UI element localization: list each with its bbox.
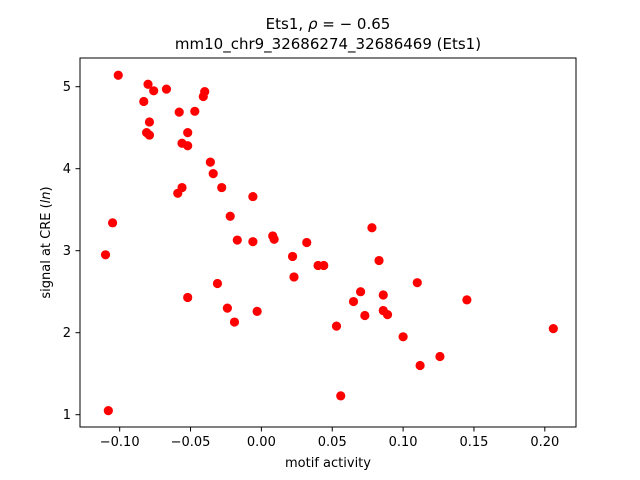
- y-axis-label: signal at CRE (ln): [39, 186, 54, 298]
- data-point: [183, 128, 193, 138]
- data-point: [374, 255, 384, 266]
- data-point: [319, 260, 329, 271]
- data-point: [348, 296, 359, 307]
- x-tick-label: −0.05: [171, 435, 211, 450]
- data-point: [462, 295, 472, 305]
- data-point: [378, 290, 388, 300]
- x-tick-label: 0.15: [459, 435, 488, 450]
- data-point: [222, 303, 232, 313]
- data-point: [225, 211, 235, 221]
- data-point: [412, 278, 422, 288]
- plot-frame: [79, 57, 577, 428]
- data-point: [367, 223, 377, 233]
- points-layer: [100, 70, 558, 416]
- data-point: [183, 141, 193, 151]
- x-tick-label: −0.10: [100, 435, 140, 450]
- data-point: [248, 191, 258, 202]
- x-axis-label: motif activity: [285, 456, 371, 471]
- data-point: [287, 251, 298, 262]
- data-point: [208, 169, 218, 179]
- y-tick-label: 4: [63, 162, 71, 177]
- data-point: [252, 306, 262, 316]
- data-point: [103, 406, 113, 416]
- data-point: [173, 188, 183, 198]
- data-point: [100, 250, 111, 260]
- data-point: [289, 272, 299, 282]
- data-point: [302, 237, 312, 248]
- data-point: [149, 86, 159, 96]
- data-point: [190, 106, 200, 116]
- data-point: [360, 310, 370, 321]
- x-tick-label: 0.20: [530, 435, 559, 450]
- y-tick-label: 1: [63, 408, 71, 423]
- data-point: [248, 237, 258, 247]
- data-point: [144, 117, 155, 127]
- data-point: [217, 182, 227, 193]
- data-point: [174, 107, 184, 117]
- data-point: [161, 84, 172, 94]
- y-tick-label: 3: [63, 244, 71, 259]
- x-tick-label: 0.05: [318, 435, 347, 450]
- data-point: [269, 234, 279, 244]
- data-point: [113, 70, 123, 80]
- data-point: [232, 235, 242, 245]
- data-point: [229, 317, 240, 327]
- data-point: [382, 310, 393, 320]
- data-point: [139, 96, 149, 107]
- x-tick-label: 0.10: [389, 435, 418, 450]
- data-point: [548, 324, 558, 334]
- chart-title-line2: mm10_chr9_32686274_32686469 (Ets1): [175, 35, 481, 54]
- data-point: [107, 218, 118, 228]
- data-point: [355, 287, 366, 297]
- y-tick-label: 5: [63, 80, 71, 95]
- data-point: [143, 79, 153, 89]
- data-point: [336, 391, 346, 401]
- data-point: [331, 321, 342, 331]
- data-point: [435, 351, 445, 362]
- data-point: [205, 157, 215, 167]
- chart-title-line1: Ets1, ρ = − 0.65: [266, 15, 391, 33]
- data-point: [183, 292, 193, 303]
- data-point: [415, 360, 425, 371]
- data-point: [144, 130, 155, 140]
- data-point: [398, 332, 408, 342]
- y-tick-label: 2: [63, 326, 71, 341]
- data-point: [212, 278, 223, 289]
- x-tick-label: 0.00: [247, 435, 276, 450]
- ticks-layer: −0.10 −0.05 0.00 0.05 0.10 0.15 0.20 1 2 3 4 5: [63, 80, 560, 450]
- data-point: [198, 91, 208, 102]
